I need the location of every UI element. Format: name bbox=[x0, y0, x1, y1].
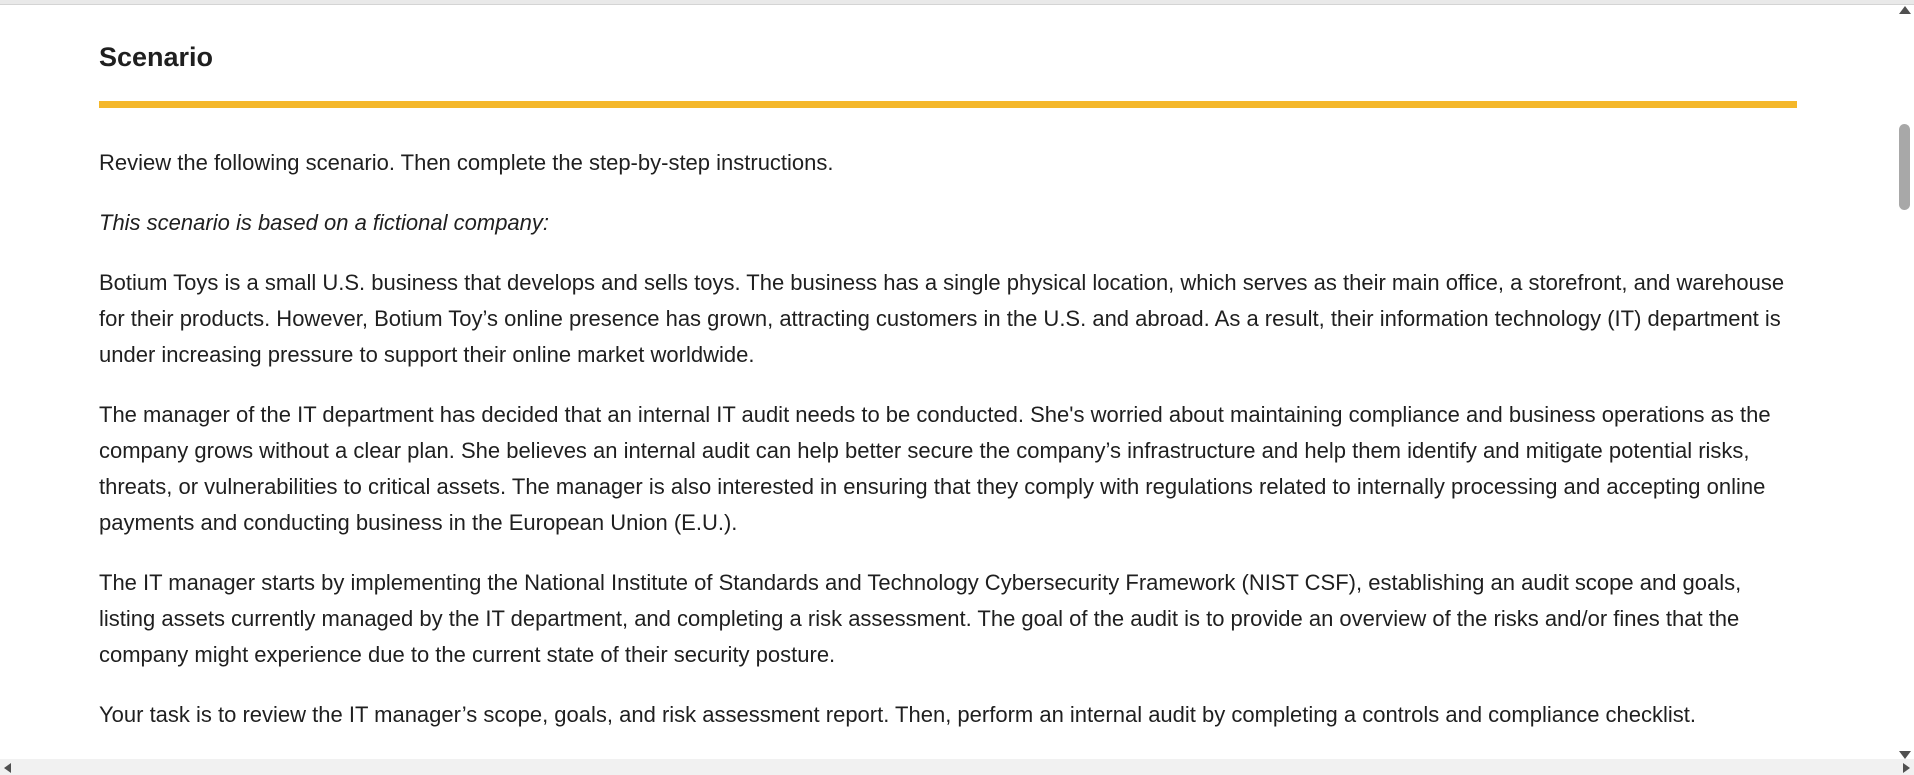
task-paragraph: Your task is to review the IT manager’s … bbox=[99, 697, 1797, 733]
accent-divider bbox=[99, 101, 1797, 108]
scroll-left-arrow-icon[interactable] bbox=[4, 763, 11, 773]
scrollbar-thumb[interactable] bbox=[1899, 124, 1910, 210]
scenario-body: Review the following scenario. Then comp… bbox=[99, 145, 1797, 733]
company-description-paragraph: Botium Toys is a small U.S. business tha… bbox=[99, 265, 1797, 373]
fictional-company-note: This scenario is based on a fictional co… bbox=[99, 205, 1797, 241]
vertical-scrollbar[interactable] bbox=[1895, 6, 1914, 759]
window-top-border bbox=[0, 0, 1914, 5]
scenario-section: Scenario Review the following scenario. … bbox=[99, 6, 1797, 757]
manager-concerns-paragraph: The manager of the IT department has dec… bbox=[99, 397, 1797, 541]
horizontal-scrollbar[interactable] bbox=[0, 759, 1914, 775]
nist-csf-paragraph: The IT manager starts by implementing th… bbox=[99, 565, 1797, 673]
scroll-right-arrow-icon[interactable] bbox=[1903, 763, 1910, 773]
section-title: Scenario bbox=[99, 6, 1797, 74]
scroll-down-arrow-icon[interactable] bbox=[1899, 751, 1911, 759]
instructions-paragraph: Review the following scenario. Then comp… bbox=[99, 145, 1797, 181]
scroll-up-arrow-icon[interactable] bbox=[1899, 6, 1911, 14]
